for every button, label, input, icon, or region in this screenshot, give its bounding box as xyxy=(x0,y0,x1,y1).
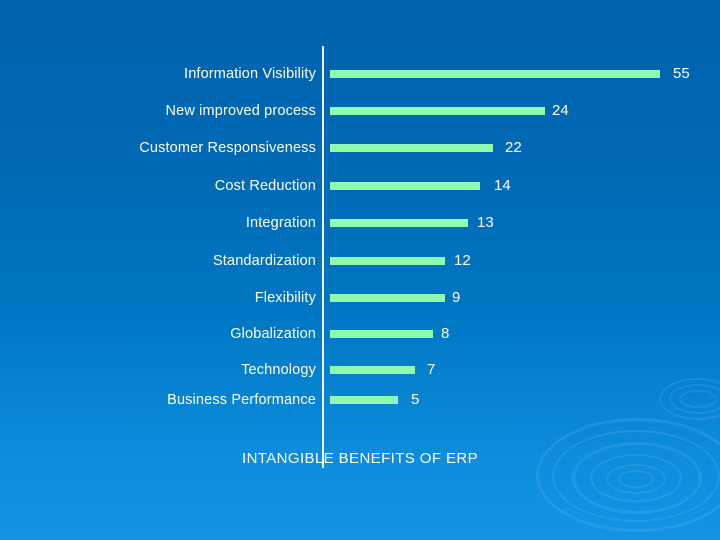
bar xyxy=(330,294,445,302)
bar-value-label: 22 xyxy=(505,139,522,156)
category-label: New improved process xyxy=(165,103,316,119)
bar-row: Customer Responsiveness 22 xyxy=(0,135,720,161)
bar-value-label: 13 xyxy=(477,214,494,231)
bar-value-label: 8 xyxy=(441,325,450,342)
bar xyxy=(330,144,493,152)
bar-row: Flexibility 9 xyxy=(0,285,720,311)
bar-row: Technology 7 xyxy=(0,357,720,383)
bar xyxy=(330,70,660,78)
bar xyxy=(330,107,545,115)
bar-value-label: 12 xyxy=(454,252,471,269)
bar-value-label: 24 xyxy=(552,102,569,119)
category-label: Business Performance xyxy=(167,392,316,408)
bar xyxy=(330,257,445,265)
bar-value-label: 14 xyxy=(494,177,511,194)
category-label: Technology xyxy=(241,362,316,378)
bar-row: New improved process 24 xyxy=(0,98,720,124)
bar-row: Business Performance 5 xyxy=(0,387,720,413)
category-label: Cost Reduction xyxy=(214,178,316,194)
bar-value-label: 7 xyxy=(427,361,436,378)
category-label: Flexibility xyxy=(254,290,316,306)
bar-row: Cost Reduction 14 xyxy=(0,173,720,199)
bar xyxy=(330,182,480,190)
bar xyxy=(330,396,398,404)
bar-row: Integration 13 xyxy=(0,210,720,236)
bar-row: Information Visibility 55 xyxy=(0,61,720,87)
bar-row: Standardization 12 xyxy=(0,248,720,274)
bar xyxy=(330,366,415,374)
category-label: Globalization xyxy=(230,326,316,342)
category-label: Integration xyxy=(245,215,316,231)
bar-row: Globalization 8 xyxy=(0,321,720,347)
chart-caption: INTANGIBLE BENEFITS OF ERP xyxy=(242,450,478,467)
bar-value-label: 9 xyxy=(452,289,461,306)
category-label: Information Visibility xyxy=(184,66,316,82)
bar-value-label: 55 xyxy=(673,65,690,82)
bar xyxy=(330,219,468,227)
bar-value-label: 5 xyxy=(411,391,420,408)
category-axis-line xyxy=(322,46,324,468)
category-label: Standardization xyxy=(212,253,316,269)
category-label: Customer Responsiveness xyxy=(139,140,316,156)
bar xyxy=(330,330,433,338)
